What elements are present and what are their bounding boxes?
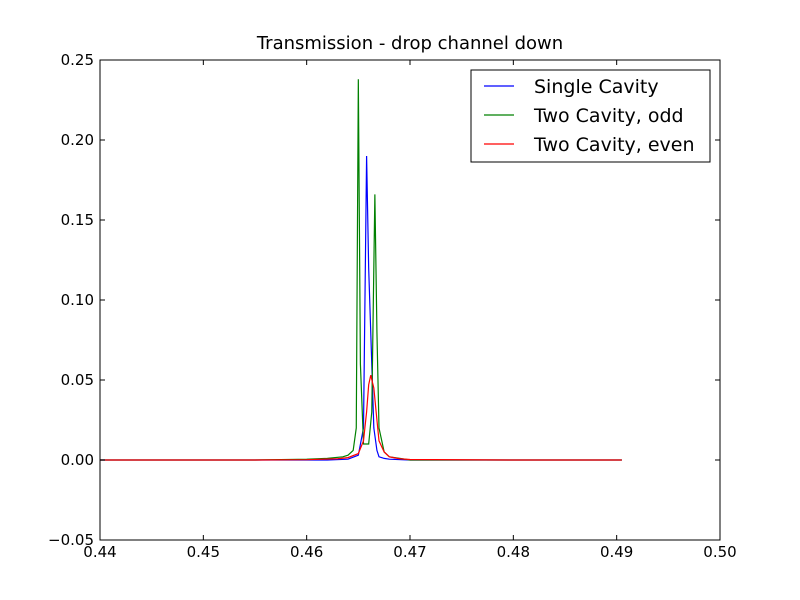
y-tick-label: 0.05 [61, 371, 94, 389]
y-tick-label: −0.05 [48, 531, 94, 549]
chart-title: Transmission - drop channel down [256, 33, 563, 54]
y-tick-label: 0.25 [61, 51, 94, 69]
legend-box [470, 69, 711, 163]
x-tick-label: 0.50 [703, 543, 736, 561]
legend-label-0: Single Cavity [534, 76, 659, 98]
legend-label-1: Two Cavity, odd [533, 105, 684, 127]
x-tick-label: 0.47 [393, 543, 426, 561]
y-axis: −0.05 0.00 0.05 0.10 0.15 0.20 0.25 [48, 51, 720, 549]
x-tick-label: 0.49 [600, 543, 633, 561]
x-tick-label: 0.44 [83, 543, 116, 561]
y-tick-label: 0.00 [61, 451, 94, 469]
x-axis: 0.44 0.45 0.46 0.47 0.48 0.49 0.50 [83, 60, 737, 561]
y-tick-label: 0.10 [61, 291, 94, 309]
x-tick-label: 0.48 [497, 543, 530, 561]
series-line-2 [100, 375, 622, 461]
x-tick-label: 0.45 [187, 543, 220, 561]
series-line-0 [100, 155, 622, 461]
y-tick-label: 0.20 [61, 131, 94, 149]
series-layer [100, 79, 622, 461]
legend-label-2: Two Cavity, even [533, 134, 695, 156]
y-tick-label: 0.15 [61, 211, 94, 229]
x-tick-label: 0.46 [290, 543, 323, 561]
legend: Single Cavity Two Cavity, odd Two Cavity, … [470, 69, 711, 163]
